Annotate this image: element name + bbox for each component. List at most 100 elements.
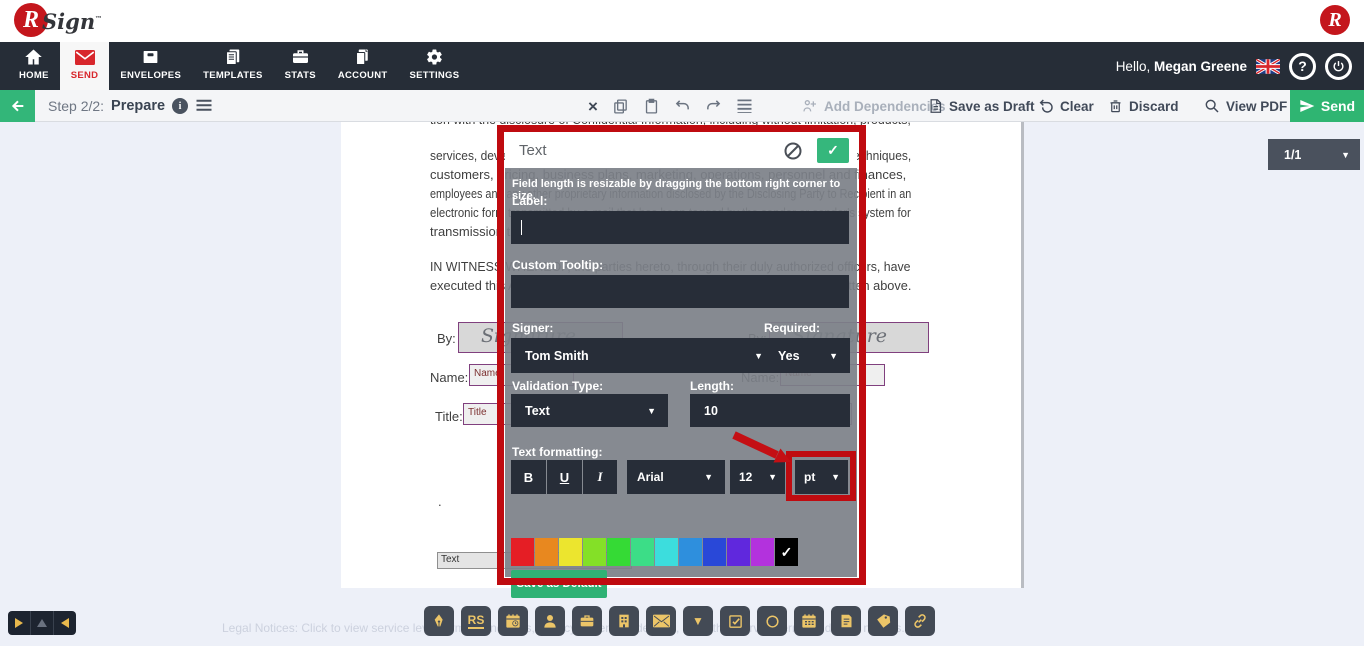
page-indicator[interactable]: 1/1 ▼ — [1268, 139, 1360, 170]
page-nav-controls — [8, 611, 76, 635]
resize-note: Field length is resizable by dragging th… — [512, 178, 841, 202]
next-page-button[interactable] — [8, 611, 31, 635]
align-menu-icon[interactable] — [736, 99, 753, 113]
chevron-down-icon: ▼ — [1341, 149, 1350, 160]
send-envelope-icon — [74, 47, 95, 67]
redo-icon[interactable] — [705, 98, 722, 115]
cancel-slash-icon[interactable] — [783, 141, 803, 161]
color-swatch-green[interactable] — [607, 538, 630, 566]
underline-label: U — [559, 469, 570, 485]
save-as-draft-button[interactable]: Save as Draft — [928, 90, 1035, 122]
bold-label: B — [523, 469, 534, 485]
dependencies-icon — [802, 98, 818, 114]
custom-tooltip-label: Custom Tooltip: — [512, 258, 604, 272]
signer-select[interactable]: Tom Smith ▼ — [511, 338, 775, 373]
checkbox-field-icon[interactable] — [720, 606, 750, 636]
back-button[interactable] — [0, 90, 35, 122]
nav-tab-home[interactable]: HOME — [8, 42, 60, 90]
prepare-toolbar: Step 2/2: Prepare i × Add Dependencies S… — [0, 90, 1364, 122]
color-swatch-yellowgreen[interactable] — [583, 538, 606, 566]
color-swatch-yellow[interactable] — [559, 538, 582, 566]
initials-field-icon[interactable]: RS — [461, 606, 491, 636]
length-value: 10 — [704, 403, 718, 418]
color-swatch-mint[interactable] — [631, 538, 654, 566]
text-field-icon[interactable] — [831, 606, 861, 636]
help-button[interactable]: ? — [1289, 52, 1316, 80]
paper-plane-icon — [1299, 98, 1315, 114]
stats-briefcase-icon — [291, 47, 310, 67]
language-flag-icon[interactable] — [1256, 58, 1280, 74]
bold-button[interactable]: B — [511, 460, 546, 494]
logo-tm: ™ — [95, 14, 103, 23]
confirm-button[interactable]: ✓ — [817, 138, 849, 163]
title-field-icon[interactable] — [572, 606, 602, 636]
validation-type-select[interactable]: Text ▼ — [511, 394, 668, 427]
logout-button[interactable] — [1325, 52, 1352, 80]
color-swatch-red[interactable] — [511, 538, 534, 566]
nav-tab-envelopes[interactable]: ENVELOPES — [109, 42, 192, 90]
font-family-select[interactable]: Arial ▼ — [627, 460, 725, 494]
nav-tab-templates[interactable]: TEMPLATES — [192, 42, 274, 90]
custom-tooltip-input[interactable] — [511, 275, 849, 308]
color-swatch-black-selected[interactable]: ✓ — [775, 538, 798, 566]
required-select[interactable]: Yes ▼ — [764, 338, 850, 373]
name-field-icon[interactable] — [535, 606, 565, 636]
discard-button[interactable]: Discard — [1108, 90, 1179, 122]
add-dependencies-button[interactable]: Add Dependencies — [802, 90, 946, 122]
label-field-label: Label: — [512, 194, 548, 208]
signature-field-icon[interactable] — [424, 606, 454, 636]
dropdown-field-icon[interactable]: ▼ — [683, 606, 713, 636]
title-field-value: Title — [468, 407, 487, 418]
label-input[interactable] — [511, 211, 849, 244]
save-as-default-label: Save as Default — [516, 578, 602, 590]
length-input[interactable]: 10 — [690, 394, 850, 427]
italic-button[interactable]: I — [583, 460, 617, 494]
radio-field-icon[interactable] — [757, 606, 787, 636]
nav-tab-stats[interactable]: STATS — [274, 42, 327, 90]
font-unit-value: pt — [804, 470, 816, 484]
nav-tab-settings[interactable]: SETTINGS — [398, 42, 470, 90]
undo-icon[interactable] — [674, 98, 691, 115]
rsign-logo-right: R — [1320, 5, 1350, 35]
nav-tab-settings-label: SETTINGS — [409, 70, 460, 81]
paste-icon[interactable] — [643, 98, 660, 115]
discard-label: Discard — [1129, 98, 1179, 114]
scroll-up-button[interactable] — [31, 611, 54, 635]
send-button[interactable]: Send — [1290, 90, 1364, 122]
font-size-select[interactable]: 12 ▼ — [730, 460, 785, 494]
company-field-icon[interactable] — [609, 606, 639, 636]
top-header: R Sign™ R — [0, 0, 1364, 42]
font-unit-select[interactable]: pt ▼ — [795, 460, 848, 494]
view-pdf-button[interactable]: View PDF — [1204, 90, 1287, 122]
nav-tab-send[interactable]: SEND — [59, 42, 110, 90]
label-field-icon[interactable] — [868, 606, 898, 636]
prev-page-button[interactable] — [54, 611, 76, 635]
date-field-icon[interactable] — [794, 606, 824, 636]
length-label: Length: — [690, 379, 734, 393]
logo-script-text: Sign™ — [42, 9, 102, 37]
envelopes-box-icon — [141, 47, 160, 67]
document-scrollbar[interactable] — [1021, 122, 1024, 588]
delete-field-icon[interactable]: × — [588, 96, 598, 116]
clear-button[interactable]: Clear — [1038, 90, 1094, 122]
copy-icon[interactable] — [612, 98, 629, 115]
color-swatch-cyan[interactable] — [655, 538, 678, 566]
hyperlink-field-icon[interactable] — [905, 606, 935, 636]
nav-tab-account[interactable]: ACCOUNT — [327, 42, 399, 90]
save-as-default-button[interactable]: Save as Default — [511, 570, 607, 598]
info-icon[interactable]: i — [172, 98, 189, 114]
color-swatch-indigo[interactable] — [727, 538, 750, 566]
color-swatch-blue[interactable] — [703, 538, 726, 566]
field-list-icon[interactable] — [195, 99, 213, 113]
chevron-down-icon: ▼ — [829, 350, 838, 361]
step-name: Prepare — [111, 98, 166, 114]
color-swatch-violet[interactable] — [751, 538, 774, 566]
underline-button[interactable]: U — [547, 460, 582, 494]
email-field-icon[interactable] — [646, 606, 676, 636]
color-swatch-lightblue[interactable] — [679, 538, 702, 566]
gear-icon — [425, 47, 444, 67]
add-dependencies-label: Add Dependencies — [824, 98, 946, 114]
color-swatch-orange[interactable] — [535, 538, 558, 566]
datetime-field-icon[interactable] — [498, 606, 528, 636]
